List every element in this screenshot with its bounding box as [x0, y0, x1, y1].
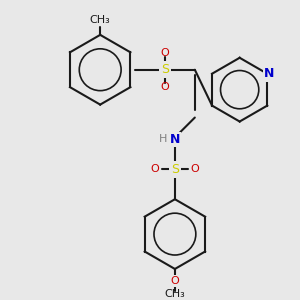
Text: S: S: [161, 63, 169, 76]
Text: N: N: [170, 133, 180, 146]
Text: H: H: [159, 134, 167, 145]
Text: O: O: [170, 276, 179, 286]
Text: CH₃: CH₃: [90, 15, 111, 25]
Text: O: O: [190, 164, 199, 174]
Text: N: N: [264, 67, 274, 80]
Text: O: O: [151, 164, 159, 174]
Text: CH₃: CH₃: [164, 289, 185, 299]
Text: S: S: [171, 163, 179, 176]
Text: O: O: [160, 82, 169, 92]
Text: O: O: [160, 48, 169, 58]
